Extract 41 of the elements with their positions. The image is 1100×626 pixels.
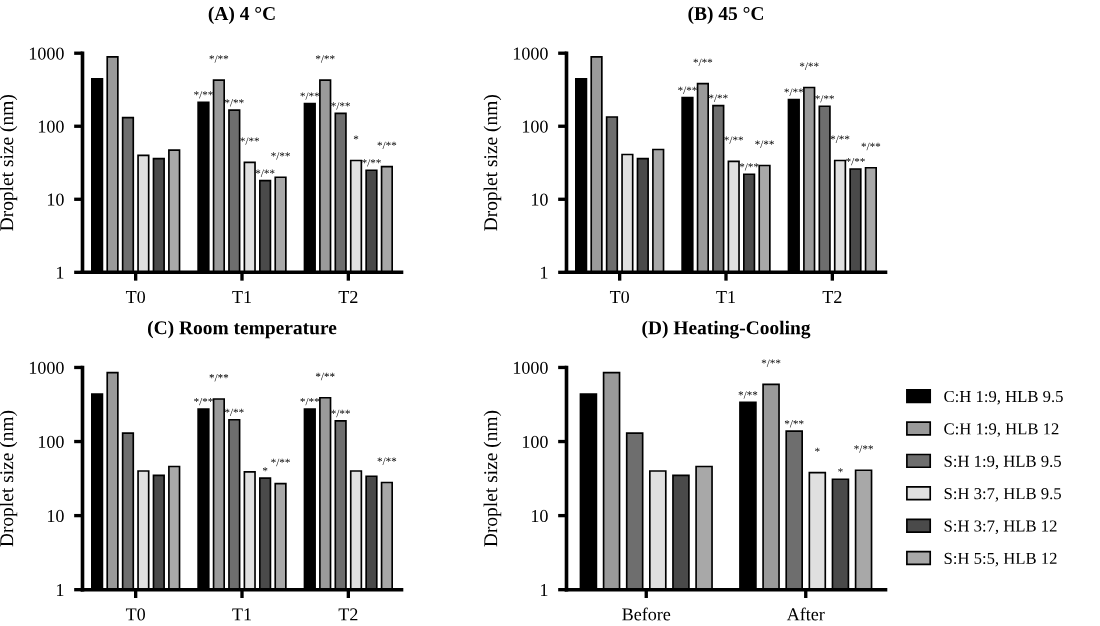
legend-label: S:H 1:9, HLB 9.5 — [944, 455, 1061, 470]
x-tick-label: Before — [622, 607, 671, 621]
y-axis-title: Droplet size (nm) — [483, 410, 502, 547]
y-tick-label: 1000 — [29, 47, 64, 60]
y-tick-label: 10 — [47, 509, 64, 523]
y-tick-label: 1000 — [513, 47, 548, 60]
y-tick-label: 1000 — [29, 361, 64, 374]
legend-label: S:H 3:7, HLB 12 — [944, 520, 1057, 535]
x-tick-label: T2 — [338, 290, 358, 303]
x-tick-label: T1 — [232, 290, 251, 303]
chart-title: (B) 45 °C — [688, 6, 763, 25]
legend-label: C:H 1:9, HLB 12 — [944, 423, 1059, 437]
y-tick-label: 100 — [522, 120, 548, 133]
x-tick-label: T0 — [609, 290, 630, 304]
y-tick-label: 10 — [531, 193, 548, 206]
legend-label: S:H 3:7, HLB 9.5 — [944, 488, 1061, 502]
y-tick-label: 100 — [38, 120, 64, 133]
legend-label: S:H 5:5, HLB 12 — [944, 552, 1057, 567]
chart-title: (C) Room temperature — [148, 320, 337, 339]
y-axis-title: Droplet size (nm) — [0, 95, 18, 231]
x-tick-label: T1 — [232, 608, 251, 621]
y-tick-label: 10 — [47, 193, 64, 206]
x-tick-label: T2 — [822, 290, 842, 303]
y-tick-label: 1 — [57, 584, 64, 596]
chart-title: (D) Heating-Cooling — [642, 320, 811, 339]
y-axis-title: Droplet size (nm) — [0, 410, 18, 547]
x-tick-label: After — [786, 607, 825, 621]
y-tick-label: 100 — [522, 435, 548, 448]
legend-label: C:H 1:9, HLB 9.5 — [944, 390, 1063, 405]
y-tick-label: 1 — [541, 266, 548, 279]
y-tick-label: 10 — [531, 509, 548, 523]
y-axis-title: Droplet size (nm) — [483, 95, 502, 231]
x-tick-label: T0 — [125, 290, 146, 304]
x-tick-label: T2 — [338, 608, 358, 621]
x-tick-label: T1 — [716, 290, 735, 303]
chart-title: (A) 4 °C — [208, 6, 275, 25]
y-tick-label: 1000 — [513, 361, 548, 374]
y-tick-label: 1 — [57, 266, 64, 279]
y-tick-label: 1 — [541, 584, 548, 596]
y-tick-label: 100 — [38, 435, 64, 448]
x-tick-label: T0 — [125, 608, 146, 621]
